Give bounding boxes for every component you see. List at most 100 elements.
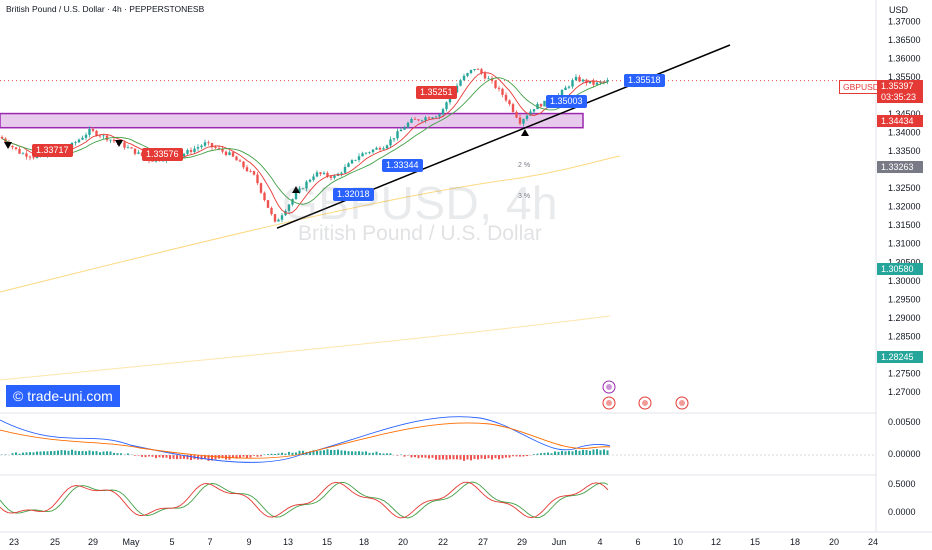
candle-body [487,78,490,80]
annotation-3: 1.32018 [333,188,374,201]
candle-body [322,172,326,174]
macd-bar [438,455,441,460]
lightning-icon-dot [606,384,612,390]
macd-bar [375,451,378,455]
macd-bar [477,455,479,460]
price-tick-label: 1.30000 [888,276,921,286]
candle-body [361,153,364,157]
macd-bar [337,449,339,455]
candle-body [109,139,112,141]
candle-body [501,88,504,95]
candle-body [18,148,21,154]
candle-body [518,117,522,124]
candle-body [189,150,193,152]
macd-bar [515,455,518,457]
candle-body [35,156,39,159]
annotation-1: 1.33717 [32,144,73,157]
macd-bar [487,455,490,459]
moving-average-fast [1,72,608,214]
candle-body [291,199,294,205]
macd-bar [358,451,360,455]
candle-body [403,127,406,130]
candle-body [364,152,368,154]
macd-bar [277,453,280,455]
macd-bar [596,449,598,455]
macd-bar [256,455,259,457]
macd-bar [543,452,546,455]
candle-body [235,156,238,161]
macd-bar [71,449,73,455]
macd-bar [603,449,605,455]
candle-body [378,147,382,150]
price-tick-label: 1.27000 [888,387,921,397]
time-tick-label: 5 [169,537,174,547]
candle-body [462,75,466,81]
macd-bar [540,453,542,455]
macd-bar [589,450,591,455]
candle-body [133,148,137,154]
macd-bar [95,451,98,455]
sell-arrow-icon [4,142,12,149]
candle-body [581,79,585,82]
candle-body [560,89,564,96]
candle-body [480,69,483,74]
macd-bar [211,455,213,461]
candle-body [88,128,91,135]
annotation-5: 1.35251 [416,86,457,99]
macd-bar [403,455,406,457]
candle-body [326,172,329,177]
time-tick-label: 20 [398,537,408,547]
macd-bar [347,451,350,455]
indicator-tick-label: 0.00000 [888,449,921,459]
macd-bar [179,455,182,459]
macd-bar [60,450,63,455]
time-tick-label: 15 [322,537,332,547]
macd-bar [592,449,595,455]
macd-bar [498,455,500,460]
candle-body [441,109,445,115]
price-tag-green-2: 1.28245 [877,351,923,363]
buy-arrow-icon [521,129,529,136]
macd-bar [473,455,476,459]
candle-body [396,131,399,139]
macd-bar [141,455,143,457]
macd-bar [246,455,248,458]
candle-body [333,175,336,178]
macd-bar [50,451,52,455]
macd-bar [547,452,549,455]
candle-body [406,122,410,128]
candle-body [511,104,515,112]
macd-bar [186,455,189,460]
candle-body [294,192,298,200]
candle-body [186,150,189,154]
candle-body [298,188,301,193]
brand-logo[interactable]: © trade-uni.com [6,385,120,407]
candle-body [473,69,476,70]
candle-body [112,139,116,142]
macd-bar [253,455,255,456]
macd-bar [284,453,287,455]
stochastic-k [0,481,609,519]
macd-bar [442,455,444,460]
macd-bar [564,451,567,455]
candle-body [0,136,4,139]
candle-body [203,142,207,146]
candle-body [193,148,196,152]
macd-bar [29,452,31,455]
candle-body [74,142,77,144]
macd-bar [344,450,346,455]
macd-bar [22,452,24,455]
macd-bar [64,450,66,455]
macd-bar [242,455,245,457]
macd-bar [379,453,381,455]
candle-body [525,115,529,120]
macd-bar [74,450,77,455]
time-tick-label: 23 [9,537,19,547]
price-tick-label: 1.31000 [888,239,921,249]
macd-bar [389,453,392,455]
candle-body [427,117,431,119]
macd-bar [197,455,199,460]
macd-bar [162,455,164,458]
